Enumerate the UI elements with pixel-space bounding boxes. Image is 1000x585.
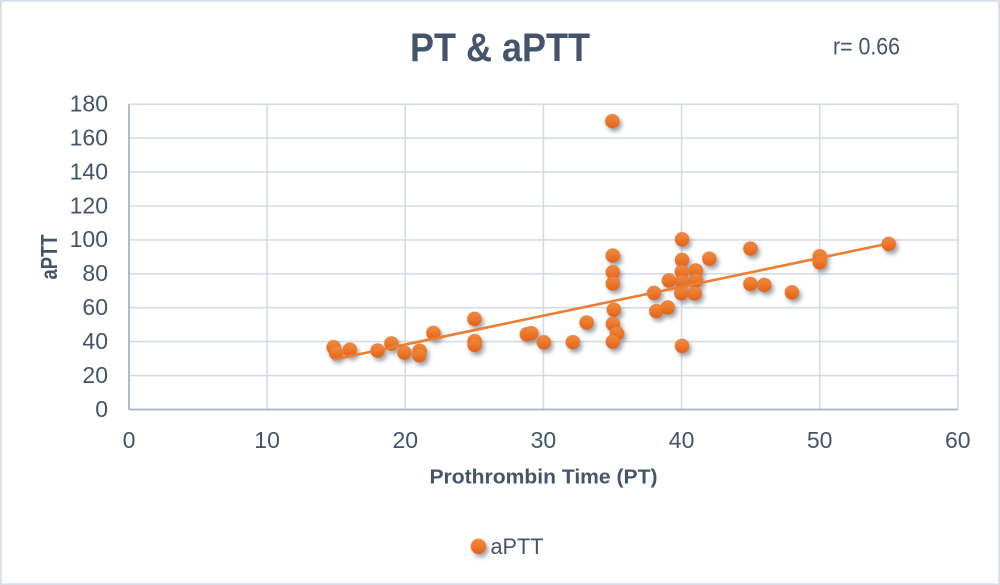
svg-text:40: 40 [82, 328, 108, 354]
svg-text:140: 140 [70, 158, 108, 184]
svg-text:10: 10 [254, 427, 280, 453]
svg-text:160: 160 [70, 124, 108, 150]
svg-text:20: 20 [393, 427, 419, 453]
svg-text:aPTT: aPTT [491, 534, 544, 559]
svg-text:40: 40 [669, 427, 695, 453]
svg-text:aPTT: aPTT [36, 235, 62, 280]
svg-text:0: 0 [123, 427, 136, 453]
svg-text:r= 0.66: r= 0.66 [833, 34, 900, 61]
svg-text:50: 50 [807, 427, 833, 453]
svg-text:180: 180 [70, 91, 108, 117]
svg-text:30: 30 [531, 427, 557, 453]
svg-text:60: 60 [945, 427, 971, 453]
svg-text:100: 100 [70, 226, 108, 252]
svg-text:PT & aPTT: PT & aPTT [410, 26, 590, 70]
svg-text:120: 120 [70, 192, 108, 218]
svg-text:20: 20 [82, 362, 108, 388]
svg-text:Prothrombin Time (PT): Prothrombin Time (PT) [430, 465, 658, 488]
svg-text:80: 80 [82, 260, 108, 286]
svg-text:60: 60 [82, 294, 108, 320]
svg-text:0: 0 [95, 396, 108, 422]
